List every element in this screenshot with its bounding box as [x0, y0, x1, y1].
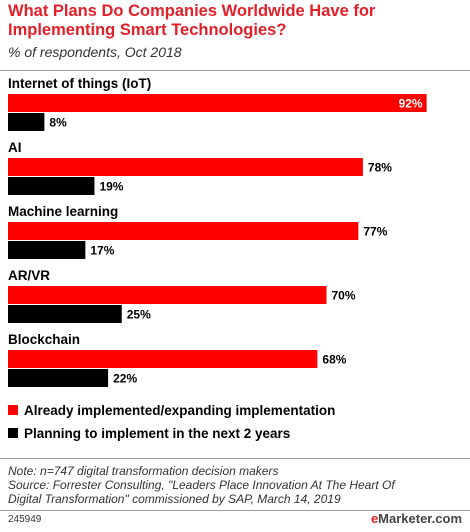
data-label: 78% [368, 161, 392, 175]
chart-title: What Plans Do Companies Worldwide Have f… [8, 2, 376, 39]
category-label: AR/VR [8, 268, 50, 283]
note-line: Note: n=747 digital transformation decis… [8, 464, 279, 478]
chart-subtitle: % of respondents, Oct 2018 [8, 44, 182, 60]
legend-swatch-implemented [8, 405, 18, 415]
bar [8, 286, 327, 304]
bar [8, 113, 45, 131]
category-label: Blockchain [8, 332, 80, 347]
bar [8, 94, 427, 112]
emarketer-logo: eMarketer.com [370, 511, 462, 526]
category-label: AI [8, 140, 22, 155]
source-line: Digital Transformation" commissioned by … [8, 492, 341, 506]
data-label: 17% [90, 244, 114, 258]
legend-swatch-planning [8, 428, 18, 438]
bar [8, 369, 109, 387]
category-label: Internet of things (IoT) [8, 76, 151, 91]
data-label: 25% [127, 308, 151, 322]
data-label: 92% [399, 97, 423, 111]
bar [8, 222, 359, 240]
data-label: 19% [99, 180, 123, 194]
legend-item-implemented: Already implemented/expanding implementa… [8, 402, 335, 418]
data-label: 70% [332, 289, 356, 303]
legend-item-planning: Planning to implement in the next 2 year… [8, 425, 290, 441]
bar [8, 350, 318, 368]
category-label: Machine learning [8, 204, 118, 219]
bar [8, 158, 363, 176]
bar [8, 177, 95, 195]
footer-divider [0, 510, 470, 511]
data-label: 8% [49, 116, 67, 130]
data-label: 68% [322, 353, 346, 367]
legend-label-planning: Planning to implement in the next 2 year… [24, 425, 291, 441]
legend-label-implemented: Already implemented/expanding implementa… [24, 402, 336, 418]
bar-chart: Internet of things (IoT) 92% 8% AI 78% 19% Mac… [8, 76, 427, 387]
bar [8, 241, 86, 259]
bottom-divider [0, 458, 470, 459]
source-line: Source: Forrester Consulting, "Leaders P… [8, 478, 395, 492]
chart-id: 245949 [8, 514, 42, 525]
bar [8, 305, 122, 323]
source-note: Note: n=747 digital transformation decis… [8, 464, 464, 506]
data-label: 22% [113, 372, 137, 386]
data-label: 77% [363, 225, 387, 239]
top-divider [0, 70, 470, 71]
